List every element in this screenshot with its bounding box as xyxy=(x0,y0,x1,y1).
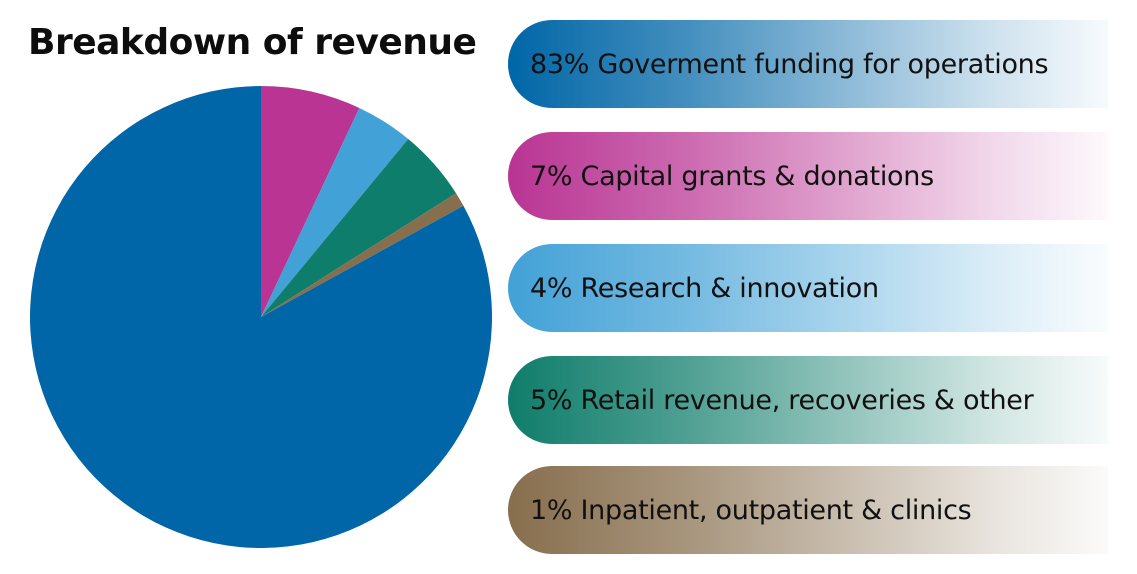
legend-item-capital-grants: 7% Capital grants & donations xyxy=(508,132,1108,220)
pie-slice-capital-grants xyxy=(261,86,360,317)
legend: 83% Goverment funding for operations 7% … xyxy=(508,20,1108,554)
legend-label-capital-grants: 7% Capital grants & donations xyxy=(530,160,934,192)
pie-chart xyxy=(30,86,493,549)
pie-slice-inpatient xyxy=(261,193,464,317)
legend-item-government-funding: 83% Goverment funding for operations xyxy=(508,20,1108,108)
chart-title: Breakdown of revenue xyxy=(28,22,477,63)
legend-item-retail-revenue: 5% Retail revenue, recoveries & other xyxy=(508,356,1108,444)
legend-item-inpatient: 1% Inpatient, outpatient & clinics xyxy=(508,466,1108,554)
legend-item-research: 4% Research & innovation xyxy=(508,244,1108,332)
pie-slice-retail-revenue xyxy=(261,139,457,317)
legend-label-inpatient: 1% Inpatient, outpatient & clinics xyxy=(530,494,972,526)
legend-label-research: 4% Research & innovation xyxy=(530,272,879,304)
legend-label-retail-revenue: 5% Retail revenue, recoveries & other xyxy=(530,384,1034,416)
pie-slice-research xyxy=(261,107,409,317)
pie-slice-government-funding xyxy=(30,86,493,549)
legend-label-government-funding: 83% Goverment funding for operations xyxy=(530,48,1049,80)
